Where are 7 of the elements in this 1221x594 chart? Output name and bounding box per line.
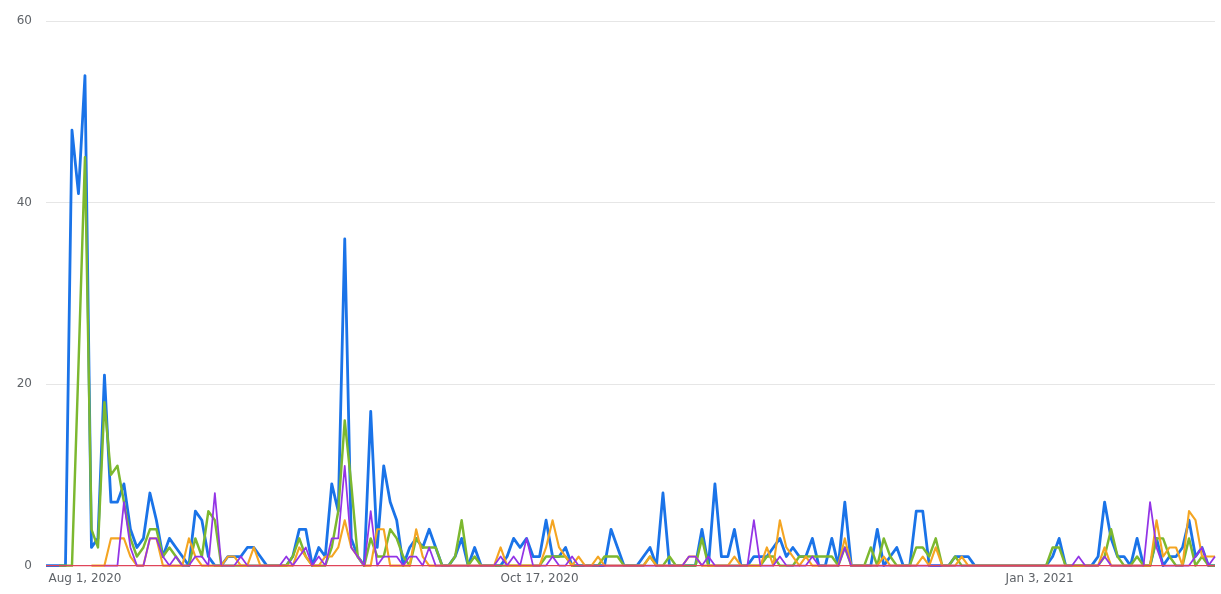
x-tick-label: Oct 17, 2020 bbox=[500, 570, 579, 585]
y-tick-label: 60 bbox=[16, 13, 32, 28]
y-tick-label: 20 bbox=[16, 376, 32, 391]
y-tick-label: 0 bbox=[24, 557, 32, 572]
y-tick-label: 40 bbox=[16, 194, 32, 209]
x-tick-label: Jan 3, 2021 bbox=[1004, 570, 1074, 585]
x-tick-label: Aug 1, 2020 bbox=[48, 570, 122, 585]
